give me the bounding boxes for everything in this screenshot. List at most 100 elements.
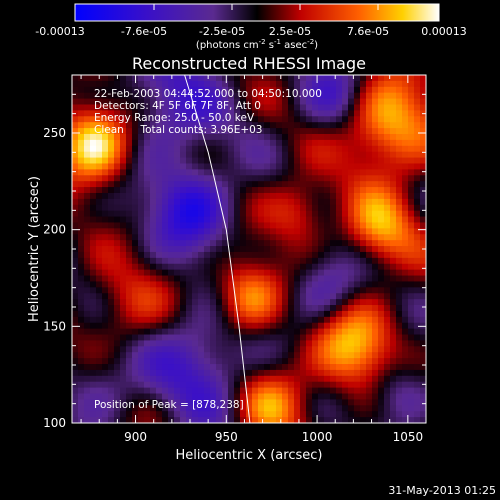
heatmap-cell: [96, 86, 103, 94]
heatmap-cell: [402, 234, 409, 241]
heatmap-cell: [96, 187, 103, 194]
heatmap-cell: [354, 163, 361, 170]
heatmap-cell: [360, 334, 367, 342]
heatmap-cell: [366, 145, 373, 153]
heatmap-cell: [126, 387, 133, 395]
heatmap-cell: [384, 263, 391, 271]
heatmap-cell: [282, 80, 289, 88]
heatmap-cell: [414, 299, 421, 306]
heatmap-cell: [288, 157, 295, 165]
heatmap-cell: [396, 204, 403, 212]
heatmap-cell: [120, 346, 127, 353]
heatmap-cell: [354, 204, 361, 212]
heatmap-cell: [324, 340, 331, 347]
heatmap-cell: [96, 163, 103, 170]
heatmap-cell: [72, 163, 79, 170]
heatmap-cell: [132, 145, 139, 153]
heatmap-cell: [120, 393, 127, 401]
heatmap-cell: [156, 364, 163, 371]
heatmap-cell: [186, 80, 193, 88]
heatmap-cell: [132, 411, 139, 418]
heatmap-cell: [108, 310, 115, 318]
heatmap-cell: [396, 104, 403, 111]
heatmap-cell: [282, 92, 289, 100]
heatmap-cell: [72, 234, 79, 241]
heatmap-cell: [228, 287, 235, 294]
heatmap-cell: [90, 234, 97, 241]
heatmap-cell: [366, 116, 373, 123]
heatmap-cell: [300, 157, 307, 165]
heatmap-cell: [414, 293, 421, 300]
heatmap-cell: [234, 175, 241, 182]
heatmap-cell: [180, 369, 187, 377]
heatmap-cell: [414, 222, 421, 229]
heatmap-cell: [204, 257, 211, 265]
heatmap-cell: [396, 287, 403, 294]
heatmap-cell: [360, 316, 367, 324]
heatmap-cell: [228, 181, 235, 188]
heatmap-cell: [366, 128, 373, 135]
heatmap-cell: [126, 352, 133, 359]
heatmap-cell: [294, 399, 301, 406]
heatmap-cell: [294, 322, 301, 330]
heatmap-cell: [72, 269, 79, 277]
heatmap-cell: [282, 169, 289, 176]
heatmap-cell: [102, 92, 109, 100]
heatmap-cell: [324, 157, 331, 165]
heatmap-cell: [114, 110, 121, 117]
heatmap-cell: [258, 346, 265, 353]
heatmap-cell: [168, 145, 175, 153]
heatmap-cell: [372, 104, 379, 111]
heatmap-cell: [408, 263, 415, 271]
heatmap-cell: [144, 145, 151, 153]
heatmap-cell: [150, 198, 157, 206]
heatmap-cell: [420, 369, 426, 377]
heatmap-cell: [228, 187, 235, 194]
heatmap-cell: [348, 192, 355, 200]
heatmap-cell: [348, 187, 355, 194]
heatmap-cell: [72, 299, 79, 306]
heatmap-cell: [276, 328, 283, 336]
heatmap-cell: [366, 228, 373, 235]
heatmap-cell: [126, 128, 133, 135]
heatmap-cell: [174, 364, 181, 371]
heatmap-cell: [246, 310, 253, 318]
heatmap-cell: [228, 222, 235, 229]
heatmap-cell: [342, 251, 349, 259]
heatmap-cell: [222, 240, 229, 247]
heatmap-cell: [414, 364, 421, 371]
heatmap-cell: [96, 263, 103, 271]
heatmap-cell: [372, 358, 379, 365]
heatmap-cell: [234, 399, 241, 406]
heatmap-cell: [312, 246, 319, 253]
heatmap-cell: [420, 216, 426, 224]
heatmap-cell: [204, 75, 211, 82]
heatmap-cell: [234, 210, 241, 218]
heatmap-cell: [378, 110, 385, 117]
heatmap-cell: [324, 322, 331, 330]
heatmap-cell: [252, 352, 259, 359]
heatmap-cell: [288, 287, 295, 294]
heatmap-cell: [354, 198, 361, 206]
heatmap-cell: [132, 364, 139, 371]
heatmap-cell: [294, 381, 301, 389]
heatmap-cell: [324, 405, 331, 412]
heatmap-cell: [240, 75, 247, 82]
heatmap-cell: [258, 240, 265, 247]
heatmap-cell: [162, 417, 169, 423]
heatmap-cell: [402, 216, 409, 224]
heatmap-cell: [114, 228, 121, 235]
heatmap-cell: [78, 293, 85, 300]
heatmap-cell: [246, 305, 253, 312]
heatmap-cell: [228, 411, 235, 418]
heatmap-cell: [102, 139, 109, 147]
heatmap-cell: [174, 375, 181, 383]
heatmap-cell: [78, 151, 85, 159]
heatmap-cell: [108, 305, 115, 312]
heatmap-cell: [258, 251, 265, 259]
heatmap-cell: [408, 157, 415, 165]
heatmap-cell: [84, 157, 91, 165]
heatmap-cell: [210, 369, 217, 377]
heatmap-cell: [144, 358, 151, 365]
heatmap-cell: [78, 275, 85, 283]
